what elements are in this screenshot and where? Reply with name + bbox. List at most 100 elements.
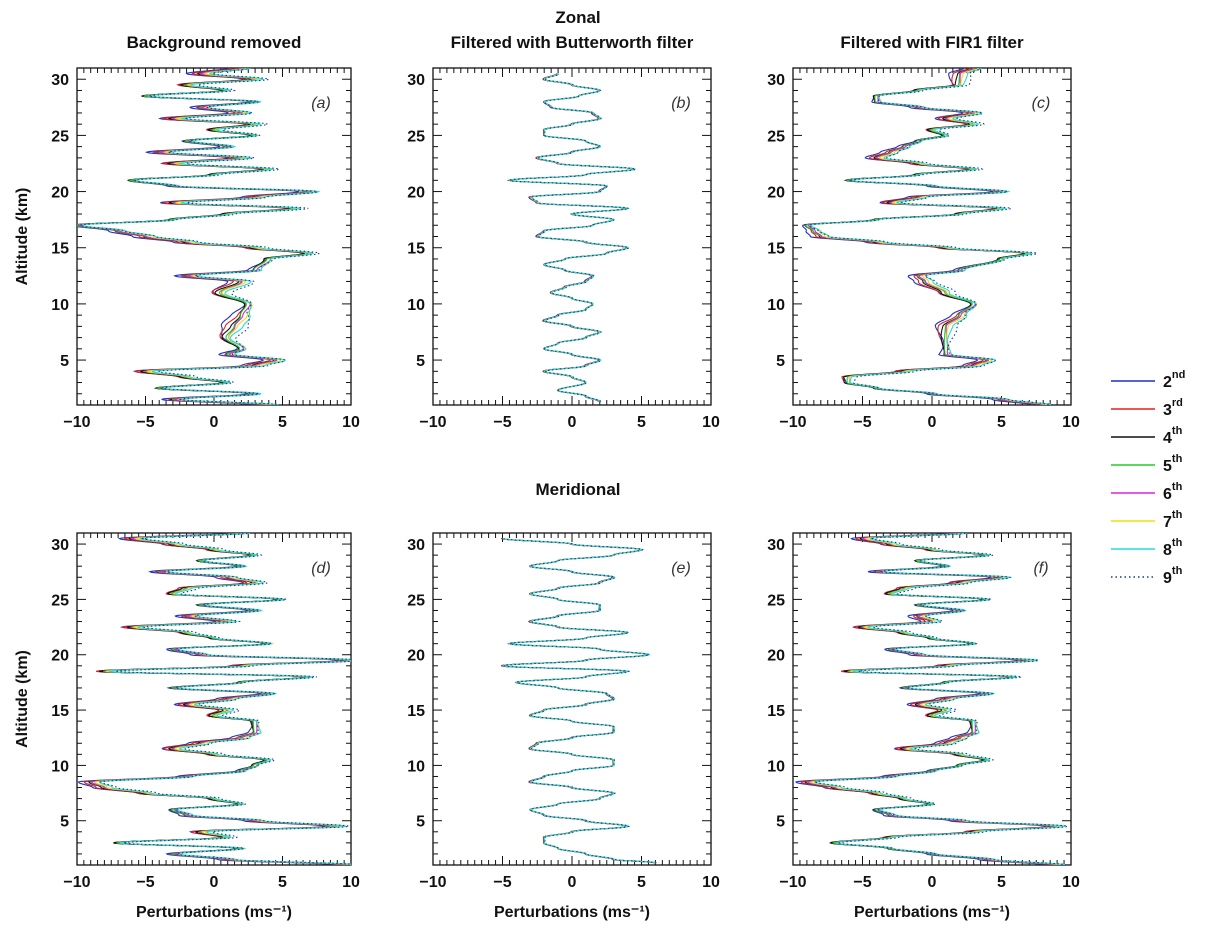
x-tick-label: −10 (779, 874, 806, 891)
panel-letter: (e) (671, 560, 691, 577)
x-tick-label: 5 (997, 414, 1006, 431)
x-tick-label: 5 (278, 414, 287, 431)
x-tick-label: 5 (997, 874, 1006, 891)
y-tick-label: 30 (407, 537, 425, 554)
y-tick-label: 20 (407, 648, 425, 665)
x-tick-label: −10 (779, 414, 806, 431)
series-line-2nd (508, 73, 636, 402)
series-line-3rd (800, 533, 1052, 865)
zonal-title: Zonal (555, 8, 600, 27)
series-line-6th (502, 537, 656, 864)
series-line-7th (509, 73, 637, 402)
panel-letter: (c) (1032, 95, 1051, 112)
series-line-9th (507, 73, 638, 402)
y-tick-label: 20 (767, 185, 785, 202)
series-group (500, 537, 657, 864)
y-tick-label: 15 (407, 703, 425, 720)
series-group (794, 533, 1070, 865)
panel-b: Filtered with Butterworth filter −10 −5 0 5 1… (407, 33, 720, 431)
series-line-2nd (77, 68, 306, 405)
x-tick-label: −10 (63, 414, 90, 431)
x-tick-label: 10 (702, 874, 720, 891)
x-tick-label: 0 (928, 874, 937, 891)
legend-label: 5th (1163, 453, 1183, 475)
x-tick-label: 10 (1062, 874, 1080, 891)
plot-frame (76, 67, 352, 406)
series-line-3rd (501, 537, 655, 864)
series-line-9th (814, 533, 1070, 865)
legend-suffix: th (1172, 453, 1183, 465)
y-tick-label: 15 (767, 703, 785, 720)
legend-suffix: th (1172, 425, 1183, 437)
series-line-7th (80, 68, 318, 405)
series-line-8th (809, 68, 1052, 405)
y-tick-label: 30 (51, 72, 69, 89)
panel-letter: (b) (671, 95, 691, 112)
series-line-6th (77, 68, 314, 405)
y-tick-label: 5 (776, 814, 785, 831)
series-group (77, 68, 321, 405)
series-line-9th (808, 68, 1054, 405)
y-tick-label: 25 (407, 592, 425, 609)
series-line-5th (804, 68, 1044, 405)
panel-a: Background removed −10 −5 0 5 10 5 10 15 20 25 30 Al… (14, 33, 360, 431)
legend-suffix: rd (1172, 397, 1183, 409)
series-line-9th (99, 533, 351, 865)
y-tick-label: 10 (767, 758, 785, 775)
series-line-4th (804, 533, 1056, 865)
x-axis-label: Perturbations (ms⁻¹) (136, 904, 292, 921)
axis-ticks (76, 67, 352, 406)
legend-label: 8th (1163, 537, 1183, 559)
x-tick-label: 5 (637, 414, 646, 431)
legend-label: 9th (1163, 565, 1183, 587)
x-tick-label: 0 (568, 414, 577, 431)
x-axis-label: Perturbations (ms⁻¹) (494, 904, 650, 921)
legend-suffix: th (1172, 565, 1183, 577)
y-axis-label: Altitude (km) (14, 188, 31, 286)
x-tick-label: 0 (928, 414, 937, 431)
x-tick-label: −10 (63, 874, 90, 891)
axis-ticks (76, 532, 352, 866)
axis-ticks (792, 67, 1072, 406)
series-group (77, 533, 351, 865)
y-tick-label: 15 (767, 241, 785, 258)
series-line-8th (98, 533, 351, 865)
series-line-8th (79, 68, 321, 405)
panel-letter: (d) (311, 560, 331, 577)
x-tick-label: −5 (493, 414, 511, 431)
series-line-5th (805, 533, 1057, 865)
y-tick-label: 5 (60, 814, 69, 831)
y-tick-label: 25 (767, 592, 785, 609)
plot-frame (792, 67, 1072, 406)
x-tick-label: 0 (210, 414, 219, 431)
axis-ticks (792, 532, 1072, 866)
series-line-4th (77, 68, 311, 405)
x-tick-label: −5 (493, 874, 511, 891)
x-tick-label: −5 (136, 414, 154, 431)
series-line-5th (507, 73, 636, 402)
series-line-7th (502, 537, 657, 864)
panel-title: Background removed (127, 33, 302, 52)
meridional-title: Meridional (535, 480, 620, 499)
plot-frame (432, 532, 712, 866)
series-line-4th (804, 68, 1042, 405)
y-tick-label: 30 (767, 537, 785, 554)
legend-label: 6th (1163, 481, 1183, 503)
axis-ticks (432, 532, 712, 866)
y-tick-label: 25 (51, 592, 69, 609)
panel-letter: (a) (311, 95, 331, 112)
series-line-9th (78, 68, 321, 405)
x-tick-label: −5 (853, 874, 871, 891)
x-tick-label: 0 (210, 874, 219, 891)
legend-ordinal: 9 (1163, 570, 1172, 587)
y-tick-label: 20 (51, 648, 69, 665)
y-tick-label: 20 (51, 185, 69, 202)
panel-letter: (f) (1033, 560, 1048, 577)
panel-d: −10 −5 0 5 10 5 10 15 20 25 30 Altitude (km) Perturb… (14, 532, 360, 921)
panel-f: −10 −5 0 5 10 5 10 15 20 25 30 Perturbations (ms⁻¹)… (767, 532, 1080, 921)
series-line-6th (807, 68, 1045, 405)
legend-ordinal: 3 (1163, 402, 1172, 419)
y-tick-label: 5 (60, 353, 69, 370)
series-line-4th (501, 537, 656, 864)
x-tick-label: 0 (568, 874, 577, 891)
